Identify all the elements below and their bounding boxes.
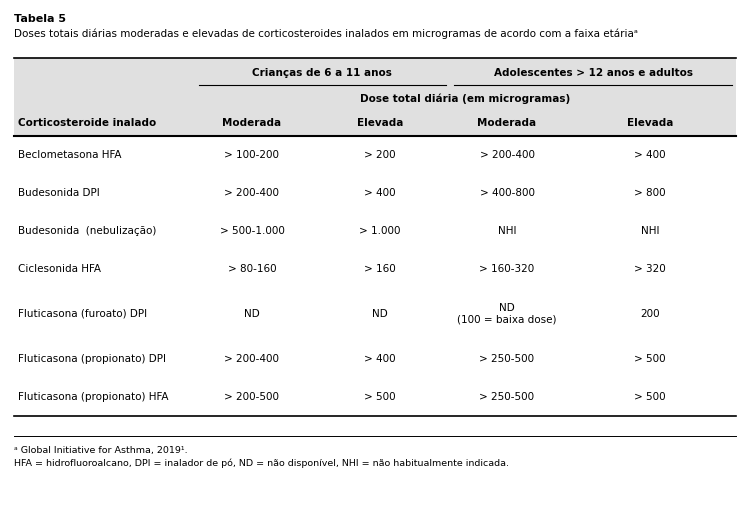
Text: > 80-160: > 80-160 xyxy=(228,264,276,274)
Text: Moderada: Moderada xyxy=(223,118,281,128)
Text: > 400-800: > 400-800 xyxy=(479,188,535,198)
Text: Dose total diária (em microgramas): Dose total diária (em microgramas) xyxy=(360,94,570,104)
Text: > 200-400: > 200-400 xyxy=(224,354,280,364)
Text: HFA = hidrofluoroalcano, DPI = inalador de pó, ND = não disponível, NHI = não ha: HFA = hidrofluoroalcano, DPI = inalador … xyxy=(14,459,509,468)
Text: > 400: > 400 xyxy=(364,354,396,364)
Text: Adolescentes > 12 anos e adultos: Adolescentes > 12 anos e adultos xyxy=(494,68,692,78)
Text: Elevada: Elevada xyxy=(627,118,674,128)
Text: Elevada: Elevada xyxy=(357,118,404,128)
Text: Budesonida DPI: Budesonida DPI xyxy=(18,188,100,198)
Text: Tabela 5: Tabela 5 xyxy=(14,14,66,24)
Text: ND: ND xyxy=(244,309,260,319)
Text: > 1.000: > 1.000 xyxy=(359,226,401,236)
Text: Doses totais diárias moderadas e elevadas de corticosteroides inalados em microg: Doses totais diárias moderadas e elevada… xyxy=(14,28,638,39)
Text: Budesonida  (nebulização): Budesonida (nebulização) xyxy=(18,226,156,236)
Text: Ciclesonida HFA: Ciclesonida HFA xyxy=(18,264,101,274)
Bar xyxy=(14,58,736,136)
Text: Crianças de 6 a 11 anos: Crianças de 6 a 11 anos xyxy=(252,68,392,78)
Text: > 500: > 500 xyxy=(364,392,396,402)
Text: ᵃ Global Initiative for Asthma, 2019¹.: ᵃ Global Initiative for Asthma, 2019¹. xyxy=(14,446,188,455)
Text: > 250-500: > 250-500 xyxy=(479,354,535,364)
Text: > 200-400: > 200-400 xyxy=(479,150,535,160)
Text: ND: ND xyxy=(372,309,388,319)
Text: 200: 200 xyxy=(640,309,660,319)
Text: > 200: > 200 xyxy=(364,150,396,160)
Text: > 160: > 160 xyxy=(364,264,396,274)
Text: > 500-1.000: > 500-1.000 xyxy=(220,226,284,236)
Text: NHI: NHI xyxy=(640,226,659,236)
Text: > 500: > 500 xyxy=(634,354,666,364)
Text: > 400: > 400 xyxy=(364,188,396,198)
Text: > 500: > 500 xyxy=(634,392,666,402)
Text: > 800: > 800 xyxy=(634,188,666,198)
Text: > 400: > 400 xyxy=(634,150,666,160)
Text: Fluticasona (furoato) DPI: Fluticasona (furoato) DPI xyxy=(18,309,147,319)
Text: Fluticasona (propionato) DPI: Fluticasona (propionato) DPI xyxy=(18,354,166,364)
Text: Moderada: Moderada xyxy=(478,118,536,128)
Text: > 200-500: > 200-500 xyxy=(224,392,280,402)
Text: Fluticasona (propionato) HFA: Fluticasona (propionato) HFA xyxy=(18,392,169,402)
Text: Corticosteroide inalado: Corticosteroide inalado xyxy=(18,118,156,128)
Text: > 250-500: > 250-500 xyxy=(479,392,535,402)
Text: > 100-200: > 100-200 xyxy=(224,150,280,160)
Text: > 160-320: > 160-320 xyxy=(479,264,535,274)
Text: > 320: > 320 xyxy=(634,264,666,274)
Text: NHI: NHI xyxy=(498,226,516,236)
Text: Beclometasona HFA: Beclometasona HFA xyxy=(18,150,122,160)
Text: > 200-400: > 200-400 xyxy=(224,188,280,198)
Text: ND
(100 = baixa dose): ND (100 = baixa dose) xyxy=(458,303,556,325)
